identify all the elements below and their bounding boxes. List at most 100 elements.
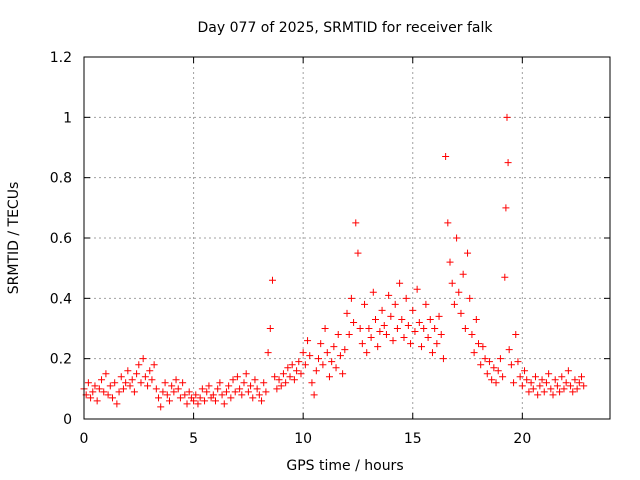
data-point [170, 388, 178, 396]
data-point [361, 300, 369, 308]
data-point [531, 373, 539, 381]
plot-frame [83, 56, 611, 420]
data-point [549, 391, 557, 399]
data-point [262, 388, 270, 396]
data-point [442, 153, 450, 161]
data-point [290, 376, 298, 384]
data-point [130, 388, 138, 396]
data-point [315, 355, 323, 363]
data-point [365, 325, 373, 332]
data-point [407, 340, 415, 348]
data-point [490, 364, 498, 372]
data-point [558, 373, 566, 381]
data-point [418, 343, 426, 351]
data-point [183, 400, 191, 408]
data-point [413, 285, 421, 293]
data-point [499, 373, 507, 381]
data-point [231, 388, 239, 396]
data-point [341, 346, 349, 354]
data-point [161, 379, 169, 387]
data-point [560, 385, 568, 393]
data-point [578, 373, 586, 381]
data-point [363, 349, 371, 357]
data-point [525, 388, 533, 396]
data-point [268, 276, 276, 284]
data-point [345, 331, 353, 339]
x-tick-label: 10 [294, 431, 312, 447]
data-point [415, 318, 423, 326]
data-point [317, 340, 325, 348]
data-point [144, 382, 152, 390]
data-point [179, 379, 187, 387]
data-point [196, 394, 204, 402]
data-point [119, 385, 127, 393]
data-point [240, 379, 248, 387]
data-point [512, 331, 520, 339]
data-point [238, 391, 246, 399]
x-tick-label: 5 [189, 431, 198, 447]
data-point [422, 300, 430, 308]
data-point [396, 279, 404, 287]
data-point [553, 382, 561, 390]
data-point [222, 388, 230, 396]
data-point [564, 367, 572, 375]
data-point [201, 397, 209, 405]
data-point [580, 382, 588, 390]
data-point [536, 382, 544, 390]
data-point [214, 385, 222, 393]
data-point [367, 334, 375, 342]
data-point [325, 373, 333, 381]
data-point [507, 361, 515, 369]
data-point [475, 340, 482, 348]
data-point [218, 391, 226, 399]
data-point [523, 376, 531, 384]
data-point [450, 300, 458, 308]
data-point [540, 388, 548, 396]
data-point [464, 249, 472, 257]
y-tick-label: 1 [63, 110, 72, 126]
data-point [229, 376, 237, 384]
data-point [312, 367, 320, 375]
data-point [299, 349, 307, 357]
data-point [328, 358, 336, 366]
data-point [141, 373, 149, 381]
data-point [176, 394, 184, 402]
y-axis-label: SRMTID / TECUs [6, 182, 22, 295]
data-point [551, 376, 559, 384]
data-point [336, 352, 344, 360]
data-point [481, 355, 489, 363]
data-point [538, 376, 546, 384]
tick-layer: 0 5 10 15 20 0 0.2 0.4 0.6 0.8 1 1.2 [50, 50, 610, 447]
y-tick-label: 0.4 [50, 291, 72, 307]
data-point [437, 331, 445, 339]
data-point [198, 385, 206, 393]
data-point [181, 391, 189, 399]
data-point [477, 361, 485, 369]
data-point [426, 315, 434, 323]
data-point [297, 370, 305, 378]
data-point [459, 270, 467, 278]
data-point [350, 318, 358, 326]
data-point [369, 288, 377, 296]
data-point [251, 376, 259, 384]
y-tick-label: 0.6 [50, 231, 72, 247]
data-point [242, 370, 250, 378]
data-point [260, 379, 268, 387]
data-point [172, 376, 180, 384]
data-point [321, 325, 329, 332]
data-point [356, 325, 364, 332]
data-point [358, 340, 366, 348]
data-points [80, 113, 588, 411]
data-point [258, 397, 266, 405]
data-point [124, 367, 132, 375]
data-point [562, 379, 570, 387]
data-point [516, 373, 524, 381]
data-point [569, 388, 577, 396]
data-point [91, 382, 99, 390]
data-point [209, 391, 217, 399]
data-point [556, 388, 564, 396]
data-point [319, 361, 327, 369]
data-point [288, 361, 296, 369]
data-point [95, 385, 103, 393]
data-point [304, 337, 312, 345]
